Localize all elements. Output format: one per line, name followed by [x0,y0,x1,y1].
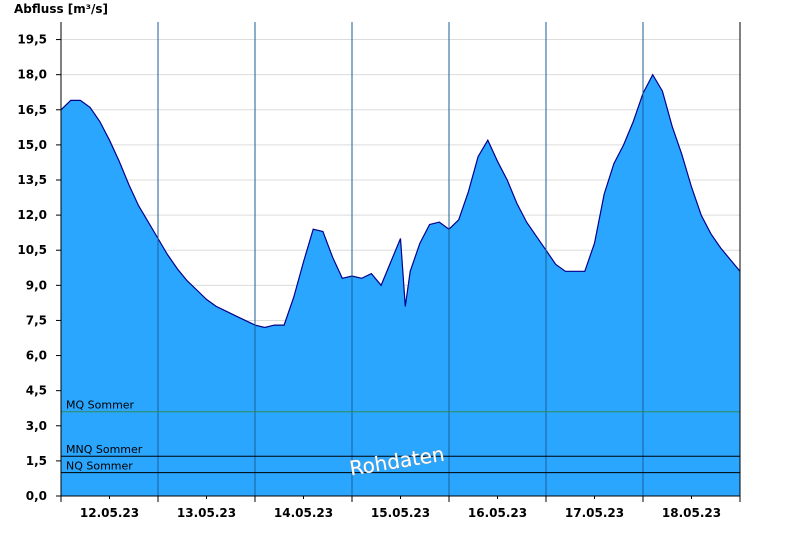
x-tick-label: 16.05.23 [468,506,527,520]
y-tick-label: 6,0 [26,349,47,363]
discharge-area [61,74,740,496]
x-tick-label: 18.05.23 [662,506,721,520]
x-axis-ticks: 12.05.23 13.05.23 14.05.23 15.05.23 16.05.23… [60,496,741,520]
reference-line-label: NQ Sommer [66,460,133,473]
x-tick-label: 17.05.23 [565,506,624,520]
y-axis-ticks: 0,0 1,5 3,0 4,5 6,0 7,5 9,0 10,5 12,0 13,5 15,0 16,… [17,33,61,503]
x-tick-label: 13.05.23 [177,506,236,520]
y-tick-label: 15,0 [17,138,47,152]
y-tick-label: 19,5 [17,33,47,47]
y-tick-label: 9,0 [26,278,47,292]
reference-line-label: MNQ Sommer [66,443,143,456]
y-axis-title: Abfluss [m³/s] [14,2,108,16]
y-tick-label: 18,0 [17,68,47,82]
y-tick-label: 7,5 [26,313,47,327]
day-separators [157,22,644,496]
y-tick-label: 10,5 [17,243,47,257]
y-tick-label: 4,5 [26,384,47,398]
x-tick-label: 12.05.23 [80,506,139,520]
reference-line-label: MQ Sommer [66,399,135,412]
x-tick-label: 15.05.23 [371,506,430,520]
y-tick-label: 16,5 [17,103,47,117]
y-tick-label: 13,5 [17,173,47,187]
x-tick-label: 14.05.23 [274,506,333,520]
y-tick-label: 1,5 [26,454,47,468]
discharge-line [60,73,741,329]
y-tick-label: 3,0 [26,419,47,433]
y-tick-label: 12,0 [17,208,47,222]
reference-lines: MQ Sommer MNQ Sommer NQ Sommer [61,399,740,474]
y-tick-label: 0,0 [26,489,47,503]
